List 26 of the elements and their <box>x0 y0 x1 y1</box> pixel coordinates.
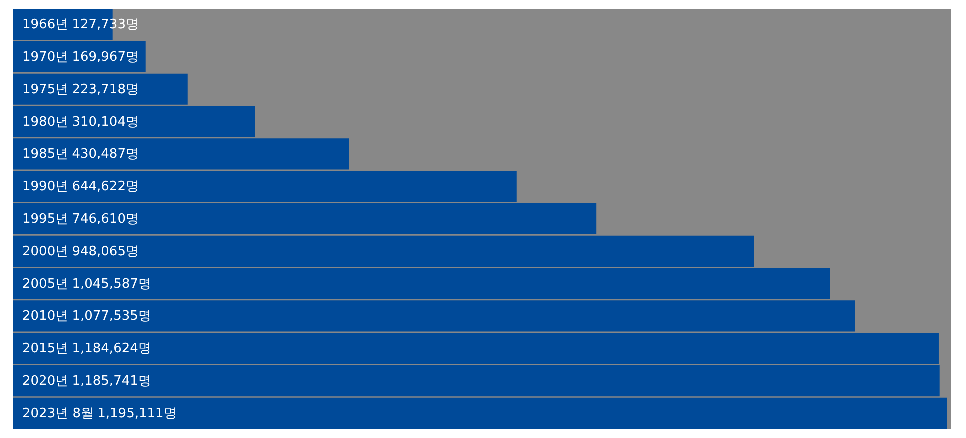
data-label: 746,610명 <box>72 212 139 227</box>
y-tick-label: 1990년 <box>22 180 69 195</box>
y-tick-label: 2023년 8월 <box>22 406 94 422</box>
data-label: 1,077,535명 <box>72 309 152 324</box>
data-label: 948,065명 <box>72 244 139 260</box>
y-tick-label: 1980년 <box>22 114 69 130</box>
data-label: 310,104명 <box>72 114 139 130</box>
y-tick-label: 2000년 <box>22 244 69 260</box>
data-label: 223,718명 <box>72 82 139 98</box>
data-label: 644,622명 <box>72 180 139 195</box>
data-label: 1,185,741명 <box>72 374 152 390</box>
data-label: 127,733명 <box>72 18 139 33</box>
y-tick-label: 1966년 <box>22 18 69 33</box>
y-tick-label: 2005년 <box>22 276 69 292</box>
y-tick-label: 2010년 <box>22 309 69 324</box>
data-label: 1,045,587명 <box>72 276 152 292</box>
y-tick-label: 2020년 <box>22 374 69 390</box>
y-tick-label: 1995년 <box>22 212 69 227</box>
y-tick-label: 1985년 <box>22 147 69 162</box>
y-tick-label: 2015년 <box>22 342 69 357</box>
y-tick-label: 1975년 <box>22 82 69 98</box>
y-tick-label: 1970년 <box>22 50 69 65</box>
data-label: 1,195,111명 <box>98 406 177 422</box>
data-label: 430,487명 <box>72 147 139 162</box>
data-label: 169,967명 <box>72 50 139 65</box>
data-label: 1,184,624명 <box>72 342 152 357</box>
